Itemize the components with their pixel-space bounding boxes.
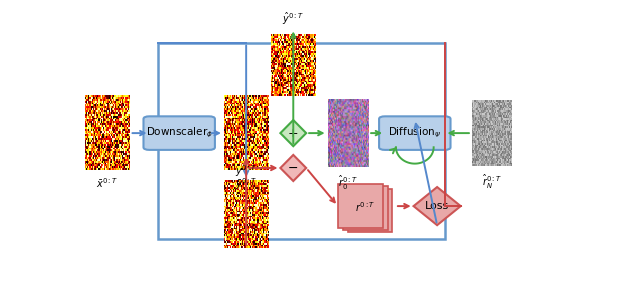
FancyBboxPatch shape (343, 186, 387, 230)
Text: −: − (288, 162, 298, 175)
Text: $y^{0:T}$: $y^{0:T}$ (235, 163, 257, 179)
Text: $\hat{r}_N^{0:T}$: $\hat{r}_N^{0:T}$ (482, 172, 502, 190)
Polygon shape (280, 155, 306, 181)
FancyBboxPatch shape (379, 116, 451, 150)
Text: $\bar{x}^{0:T}$: $\bar{x}^{0:T}$ (96, 177, 118, 190)
Text: Diffusion$_{\psi}$: Diffusion$_{\psi}$ (388, 126, 441, 140)
Text: Downscaler$_{\phi}$: Downscaler$_{\phi}$ (146, 126, 212, 140)
Bar (158, 43, 445, 239)
FancyBboxPatch shape (338, 184, 383, 228)
Text: +: + (288, 127, 299, 140)
Polygon shape (280, 120, 306, 146)
Polygon shape (413, 187, 461, 225)
Text: $\hat{y}^{0:T}$: $\hat{y}^{0:T}$ (282, 11, 304, 27)
FancyBboxPatch shape (348, 189, 392, 232)
FancyBboxPatch shape (143, 116, 215, 150)
Text: Loss: Loss (425, 201, 449, 211)
Text: $\hat{r}_0^{0:T}$: $\hat{r}_0^{0:T}$ (338, 173, 358, 192)
Text: $r^{0:T}$: $r^{0:T}$ (355, 200, 376, 214)
Text: $\bar{y}^{0:T}$: $\bar{y}^{0:T}$ (235, 177, 257, 192)
